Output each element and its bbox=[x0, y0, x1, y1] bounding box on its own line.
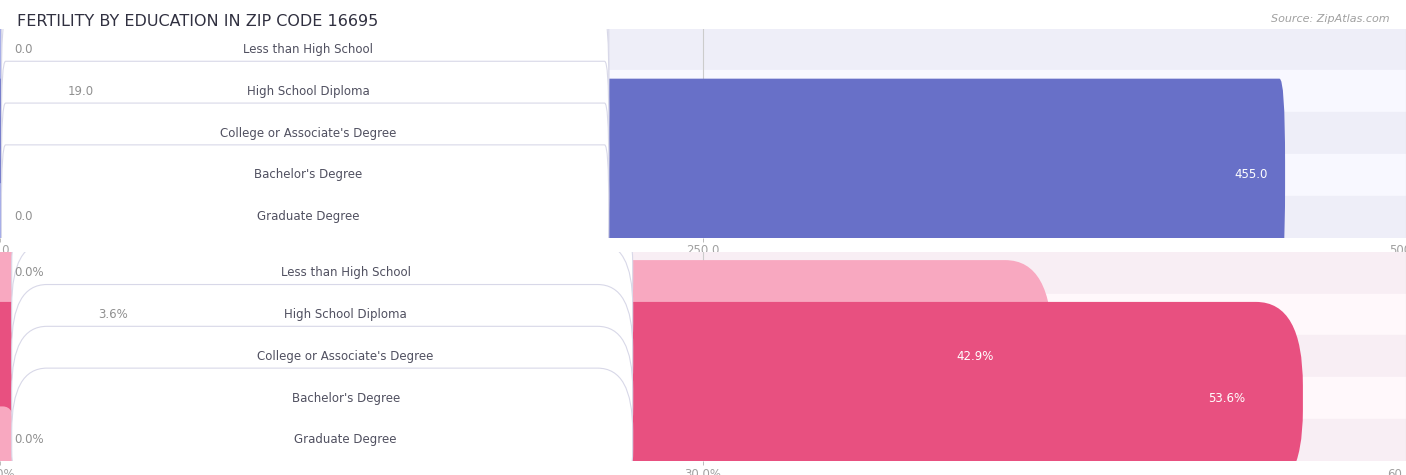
FancyBboxPatch shape bbox=[0, 302, 1303, 475]
FancyBboxPatch shape bbox=[1, 19, 609, 163]
Text: Less than High School: Less than High School bbox=[243, 43, 373, 56]
Text: 0.0: 0.0 bbox=[14, 43, 32, 56]
Bar bbox=[0, 252, 1406, 294]
Text: College or Associate's Degree: College or Associate's Degree bbox=[257, 350, 434, 363]
FancyBboxPatch shape bbox=[0, 0, 59, 187]
Text: High School Diploma: High School Diploma bbox=[284, 308, 406, 321]
Bar bbox=[0, 28, 1406, 70]
FancyBboxPatch shape bbox=[0, 260, 1052, 452]
Text: 42.9%: 42.9% bbox=[956, 350, 994, 363]
FancyBboxPatch shape bbox=[1, 61, 609, 205]
FancyBboxPatch shape bbox=[0, 16, 4, 83]
Bar bbox=[0, 70, 1406, 112]
Bar bbox=[0, 377, 1406, 419]
Bar bbox=[0, 294, 1406, 335]
Bar bbox=[0, 335, 1406, 377]
Bar bbox=[0, 196, 1406, 238]
Text: Source: ZipAtlas.com: Source: ZipAtlas.com bbox=[1271, 14, 1389, 24]
FancyBboxPatch shape bbox=[11, 368, 633, 475]
FancyBboxPatch shape bbox=[11, 201, 633, 344]
Text: 455.0: 455.0 bbox=[1234, 168, 1268, 181]
Text: 53.6%: 53.6% bbox=[1208, 391, 1244, 405]
Text: 203.0: 203.0 bbox=[526, 126, 560, 140]
Bar bbox=[0, 419, 1406, 461]
FancyBboxPatch shape bbox=[0, 407, 14, 473]
Text: 19.0: 19.0 bbox=[67, 85, 94, 98]
FancyBboxPatch shape bbox=[1, 0, 609, 121]
Bar bbox=[0, 154, 1406, 196]
Text: 0.0%: 0.0% bbox=[14, 433, 44, 446]
Text: Bachelor's Degree: Bachelor's Degree bbox=[254, 168, 361, 181]
Text: 0.0: 0.0 bbox=[14, 210, 32, 223]
Text: Graduate Degree: Graduate Degree bbox=[257, 210, 359, 223]
FancyBboxPatch shape bbox=[1, 103, 609, 247]
Text: High School Diploma: High School Diploma bbox=[246, 85, 370, 98]
Text: FERTILITY BY EDUCATION IN ZIP CODE 16695: FERTILITY BY EDUCATION IN ZIP CODE 16695 bbox=[17, 14, 378, 29]
Bar bbox=[0, 112, 1406, 154]
FancyBboxPatch shape bbox=[0, 37, 576, 229]
Text: 3.6%: 3.6% bbox=[98, 308, 128, 321]
FancyBboxPatch shape bbox=[0, 183, 4, 250]
Text: Graduate Degree: Graduate Degree bbox=[294, 433, 396, 446]
FancyBboxPatch shape bbox=[11, 243, 633, 386]
FancyBboxPatch shape bbox=[0, 218, 131, 410]
Text: 0.0%: 0.0% bbox=[14, 266, 44, 279]
FancyBboxPatch shape bbox=[11, 326, 633, 470]
FancyBboxPatch shape bbox=[11, 285, 633, 428]
Text: Bachelor's Degree: Bachelor's Degree bbox=[291, 391, 399, 405]
FancyBboxPatch shape bbox=[0, 79, 1285, 271]
FancyBboxPatch shape bbox=[1, 145, 609, 288]
Text: College or Associate's Degree: College or Associate's Degree bbox=[219, 126, 396, 140]
Text: Less than High School: Less than High School bbox=[281, 266, 411, 279]
FancyBboxPatch shape bbox=[0, 239, 14, 306]
